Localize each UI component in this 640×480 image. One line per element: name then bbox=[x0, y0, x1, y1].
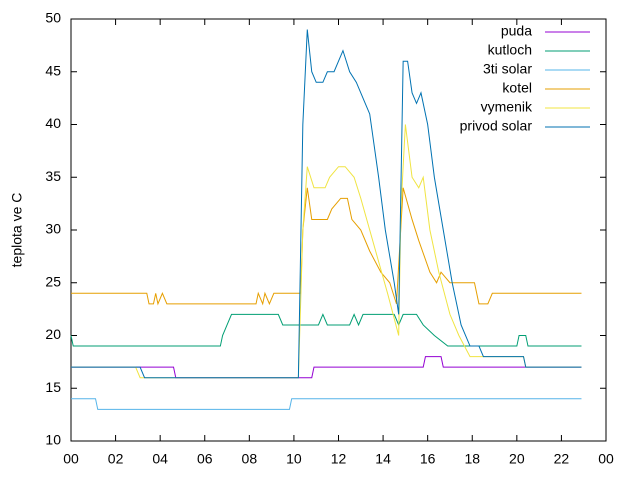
y-tick-label: 25 bbox=[45, 273, 61, 289]
x-tick-label: 10 bbox=[286, 451, 302, 467]
x-tick-label: 14 bbox=[375, 451, 391, 467]
legend-label: kutloch bbox=[488, 42, 532, 58]
series-line bbox=[70, 313, 582, 347]
y-axis-label: teplota ve C bbox=[9, 193, 25, 268]
y-tick-label: 50 bbox=[45, 10, 61, 26]
x-tick-label: 02 bbox=[108, 451, 124, 467]
x-tick-label: 04 bbox=[152, 451, 168, 467]
y-tick-label: 40 bbox=[45, 115, 61, 131]
x-tick-label: 16 bbox=[420, 451, 436, 467]
y-tick-label: 35 bbox=[45, 168, 61, 184]
series-line bbox=[71, 124, 582, 379]
y-tick-label: 15 bbox=[45, 379, 61, 395]
x-tick-label: 00 bbox=[598, 451, 614, 467]
x-tick-label: 18 bbox=[464, 451, 480, 467]
legend-label: privod solar bbox=[460, 118, 533, 134]
x-tick-label: 20 bbox=[509, 451, 525, 467]
legend-label: 3ti solar bbox=[483, 61, 532, 77]
series-line bbox=[71, 29, 582, 379]
x-tick-label: 06 bbox=[197, 451, 213, 467]
x-tick-label: 08 bbox=[242, 451, 258, 467]
x-tick-label: 00 bbox=[63, 451, 79, 467]
legend-label: puda bbox=[501, 23, 532, 39]
x-tick-label: 22 bbox=[554, 451, 570, 467]
y-tick-label: 30 bbox=[45, 221, 61, 237]
legend-label: vymenik bbox=[481, 99, 533, 115]
y-tick-label: 20 bbox=[45, 326, 61, 342]
series-line bbox=[71, 398, 582, 410]
y-tick-label: 10 bbox=[45, 432, 61, 448]
legend-label: kotel bbox=[502, 80, 532, 96]
x-tick-label: 12 bbox=[331, 451, 347, 467]
series-line bbox=[71, 187, 582, 306]
y-tick-label: 45 bbox=[45, 62, 61, 78]
series-line bbox=[71, 356, 582, 379]
